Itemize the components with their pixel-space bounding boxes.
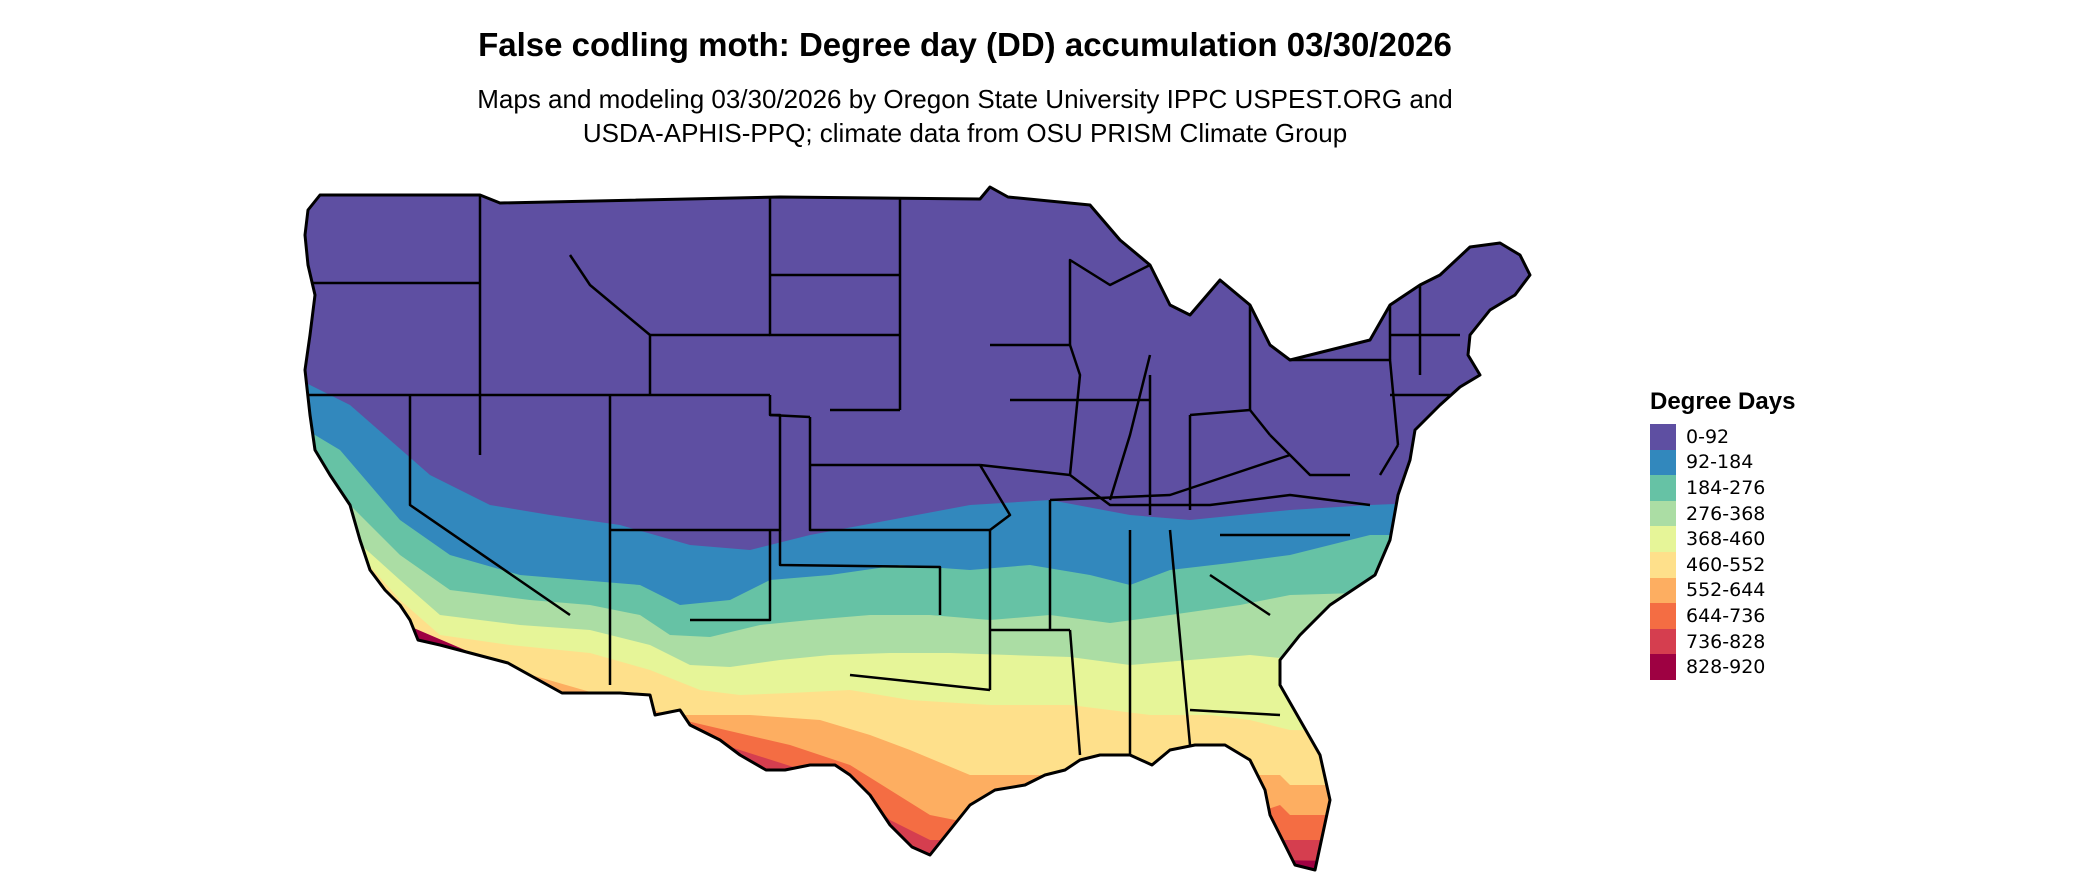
legend-item: 0-92: [1650, 424, 1795, 450]
degree-day-map: [303, 185, 1532, 872]
legend-item: 644-736: [1650, 603, 1795, 629]
legend-item: 184-276: [1650, 475, 1795, 501]
legend-swatch: [1650, 628, 1676, 655]
legend-label: 828-920: [1686, 656, 1766, 679]
state-borders: [308, 195, 1460, 756]
legend-label: 184-276: [1686, 476, 1766, 499]
legend-item: 736-828: [1650, 628, 1795, 655]
legend-label: 552-644: [1686, 579, 1766, 602]
legend-label: 368-460: [1686, 528, 1766, 551]
map-subtitle: Maps and modeling 03/30/2026 by Oregon S…: [0, 82, 1930, 150]
legend-item: 92-184: [1650, 449, 1795, 476]
legend-title: Degree Days: [1650, 388, 1796, 415]
legend: Degree Days 0-92 92-184 184-276 276-368 …: [1650, 388, 1795, 680]
legend-swatch: [1650, 654, 1676, 680]
legend-label: 644-736: [1686, 604, 1766, 627]
legend-swatch: [1650, 526, 1676, 552]
legend-swatch: [1650, 424, 1676, 450]
legend-label: 460-552: [1686, 553, 1766, 576]
subtitle-line-1: Maps and modeling 03/30/2026 by Oregon S…: [477, 84, 1453, 114]
legend-label: 92-184: [1686, 451, 1754, 474]
map-title: False codling moth: Degree day (DD) accu…: [478, 26, 1452, 63]
subtitle-line-2: USDA-APHIS-PPQ; climate data from OSU PR…: [582, 118, 1348, 148]
legend-swatch: [1650, 603, 1676, 629]
legend-label: 276-368: [1686, 502, 1766, 525]
legend-item: 460-552: [1650, 551, 1795, 578]
legend-swatch: [1650, 475, 1676, 501]
legend-label: 736-828: [1686, 630, 1766, 653]
legend-label: 0-92: [1686, 425, 1730, 448]
legend-swatch: [1650, 449, 1676, 476]
legend-item: 828-920: [1650, 654, 1795, 680]
legend-items: 0-92 92-184 184-276 276-368 368-460 460-…: [1650, 424, 1795, 680]
legend-item: 368-460: [1650, 526, 1795, 552]
legend-swatch: [1650, 551, 1676, 578]
legend-item: 276-368: [1650, 500, 1795, 527]
legend-swatch: [1650, 500, 1676, 527]
legend-swatch: [1650, 577, 1676, 604]
legend-item: 552-644: [1650, 577, 1795, 604]
